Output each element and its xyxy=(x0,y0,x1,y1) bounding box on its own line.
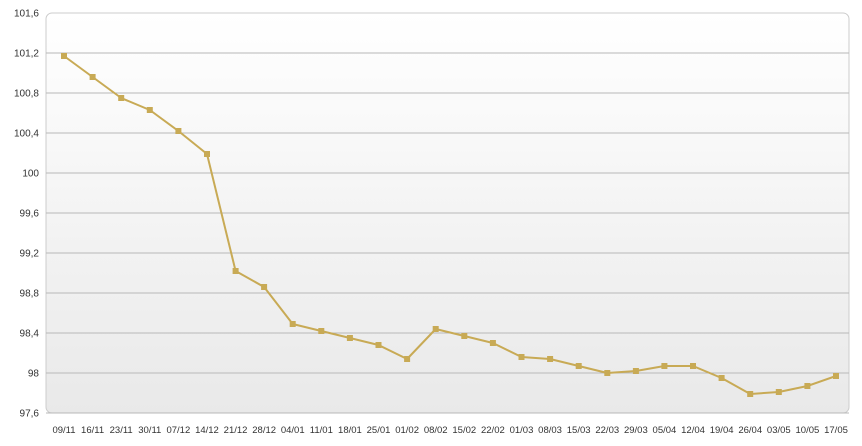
x-tick-label: 25/01 xyxy=(367,425,391,436)
series-layer xyxy=(61,53,839,397)
data-point xyxy=(775,389,782,395)
x-tick-label: 07/12 xyxy=(166,425,190,436)
data-point xyxy=(661,363,668,369)
data-point xyxy=(146,107,153,113)
x-tick-label: 01/03 xyxy=(510,425,534,436)
data-point xyxy=(604,370,611,376)
x-tick-label: 26/04 xyxy=(738,425,762,436)
x-tick-label: 09/11 xyxy=(52,425,75,436)
data-point xyxy=(175,128,182,134)
y-tick-label: 100 xyxy=(22,169,39,180)
data-point xyxy=(690,363,696,369)
y-tick-label: 101,2 xyxy=(14,49,39,60)
data-point xyxy=(289,321,296,327)
x-tick-label: 12/04 xyxy=(681,425,705,436)
x-axis: 09/11 16/11 23/11 30/11 07/12 14/12 21/12 28/12… xyxy=(52,425,847,436)
x-tick-label: 10/05 xyxy=(796,425,820,436)
x-tick-label: 08/02 xyxy=(424,425,448,436)
data-point xyxy=(489,340,496,346)
y-tick-label: 98,8 xyxy=(20,289,40,300)
data-point xyxy=(432,326,439,332)
data-point xyxy=(61,53,67,59)
data-point xyxy=(461,333,468,339)
data-point xyxy=(375,342,382,348)
y-tick-label: 97,6 xyxy=(20,409,40,420)
x-tick-label: 18/01 xyxy=(338,425,362,436)
x-tick-label: 01/02 xyxy=(395,425,419,436)
data-point xyxy=(89,74,96,80)
data-point xyxy=(261,284,268,290)
y-tick-label: 98 xyxy=(28,369,40,380)
data-point xyxy=(575,363,582,369)
y-tick-label: 98,4 xyxy=(20,329,40,340)
data-point xyxy=(404,356,411,362)
data-point xyxy=(718,375,725,381)
x-tick-label: 05/04 xyxy=(653,425,677,436)
x-tick-label: 15/02 xyxy=(452,425,476,436)
y-tick-label: 100,4 xyxy=(14,129,39,140)
x-tick-label: 16/11 xyxy=(81,425,104,436)
data-point xyxy=(318,328,325,334)
x-tick-label: 22/03 xyxy=(595,425,619,436)
y-tick-label: 99,6 xyxy=(20,209,40,220)
x-tick-label: 21/12 xyxy=(224,425,248,436)
data-point xyxy=(547,356,554,362)
data-point xyxy=(204,151,210,157)
x-tick-label: 22/02 xyxy=(481,425,505,436)
data-point xyxy=(632,368,639,374)
y-tick-label: 100,8 xyxy=(14,89,39,100)
x-tick-label: 15/03 xyxy=(567,425,591,436)
x-tick-label: 29/03 xyxy=(624,425,648,436)
series-line xyxy=(63,55,837,395)
data-point xyxy=(118,95,125,101)
y-axis: 101,6 101,2 100,8 100,4 100 99,6 99,2 98,8 98,4 9… xyxy=(14,9,39,420)
data-point xyxy=(747,391,754,397)
data-point xyxy=(346,335,353,341)
data-point xyxy=(804,383,811,389)
x-tick-label: 04/01 xyxy=(281,425,305,436)
y-tick-label: 101,6 xyxy=(14,9,39,20)
x-tick-label: 19/04 xyxy=(710,425,734,436)
x-tick-label: 30/11 xyxy=(138,425,161,436)
data-point xyxy=(518,354,525,360)
data-point xyxy=(833,373,839,379)
x-tick-label: 17/05 xyxy=(824,425,848,436)
x-tick-label: 08/03 xyxy=(538,425,562,436)
data-point xyxy=(232,268,239,274)
y-tick-label: 99,2 xyxy=(20,249,40,260)
x-tick-label: 23/11 xyxy=(110,425,133,436)
x-tick-label: 11/01 xyxy=(310,425,333,436)
x-tick-label: 28/12 xyxy=(252,425,276,436)
x-tick-label: 14/12 xyxy=(195,425,219,436)
x-tick-label: 03/05 xyxy=(767,425,791,436)
